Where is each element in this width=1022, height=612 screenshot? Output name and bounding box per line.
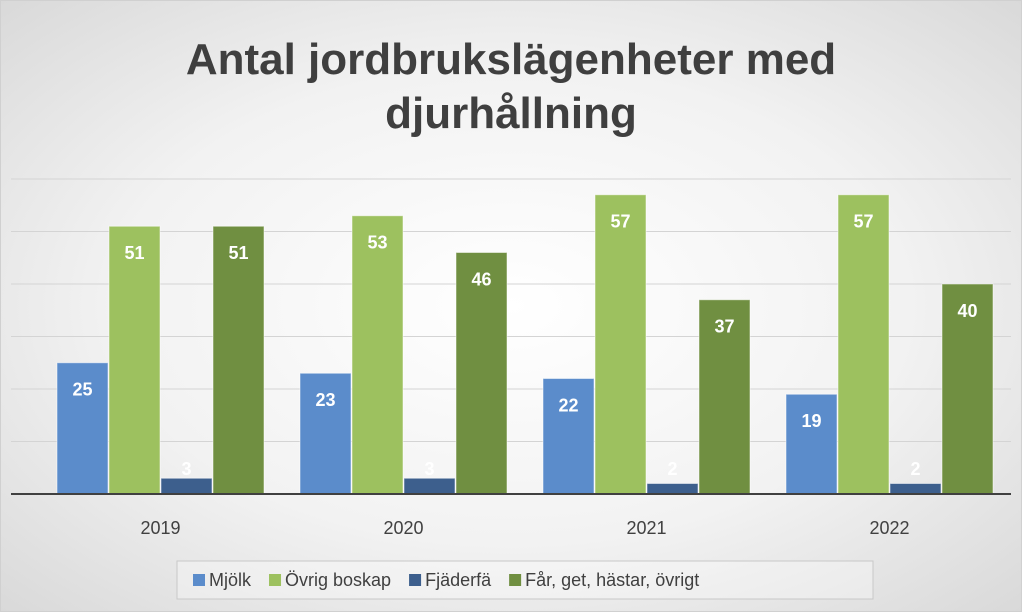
- data-label: 2: [667, 459, 677, 479]
- chart-title: Antal jordbrukslägenheter med djurhållni…: [185, 35, 837, 138]
- legend-label: Övrig boskap: [285, 570, 391, 590]
- data-label: 51: [124, 243, 144, 263]
- bar: [698, 299, 751, 495]
- bar: [889, 483, 942, 495]
- data-label: 22: [558, 395, 578, 415]
- x-tick-label: 2020: [383, 518, 423, 538]
- legend-label: Mjölk: [209, 570, 252, 590]
- data-label: 57: [853, 212, 873, 232]
- data-label: 3: [181, 459, 191, 479]
- bar: [403, 477, 456, 495]
- data-label: 46: [471, 269, 491, 289]
- data-label: 40: [957, 301, 977, 321]
- bar: [785, 393, 838, 495]
- bar: [108, 225, 161, 495]
- data-label: 2: [910, 459, 920, 479]
- x-tick-label: 2019: [140, 518, 180, 538]
- bar: [160, 477, 213, 495]
- bar: [351, 215, 404, 495]
- data-label: 57: [610, 212, 630, 232]
- x-tick-label: 2022: [869, 518, 909, 538]
- legend-box: [176, 560, 874, 600]
- bar: [837, 194, 890, 495]
- bar: [594, 194, 647, 495]
- data-label: 37: [714, 317, 734, 337]
- legend-swatch: [193, 574, 205, 586]
- data-label: 51: [228, 243, 248, 263]
- data-label: 23: [315, 390, 335, 410]
- legend-label: Fjäderfä: [425, 570, 492, 590]
- data-label: 53: [367, 233, 387, 253]
- x-tick-label: 2021: [626, 518, 666, 538]
- data-label: 25: [72, 380, 92, 400]
- bar: [646, 483, 699, 495]
- bar: [56, 362, 109, 495]
- bar: [212, 225, 265, 495]
- legend-swatch: [509, 574, 522, 586]
- data-label: 19: [801, 411, 821, 431]
- legend-label: Får, get, hästar, övrigt: [525, 570, 699, 590]
- data-label: 3: [424, 459, 434, 479]
- bar: [455, 252, 508, 495]
- legend-swatch: [269, 574, 282, 586]
- legend-swatch: [409, 574, 422, 586]
